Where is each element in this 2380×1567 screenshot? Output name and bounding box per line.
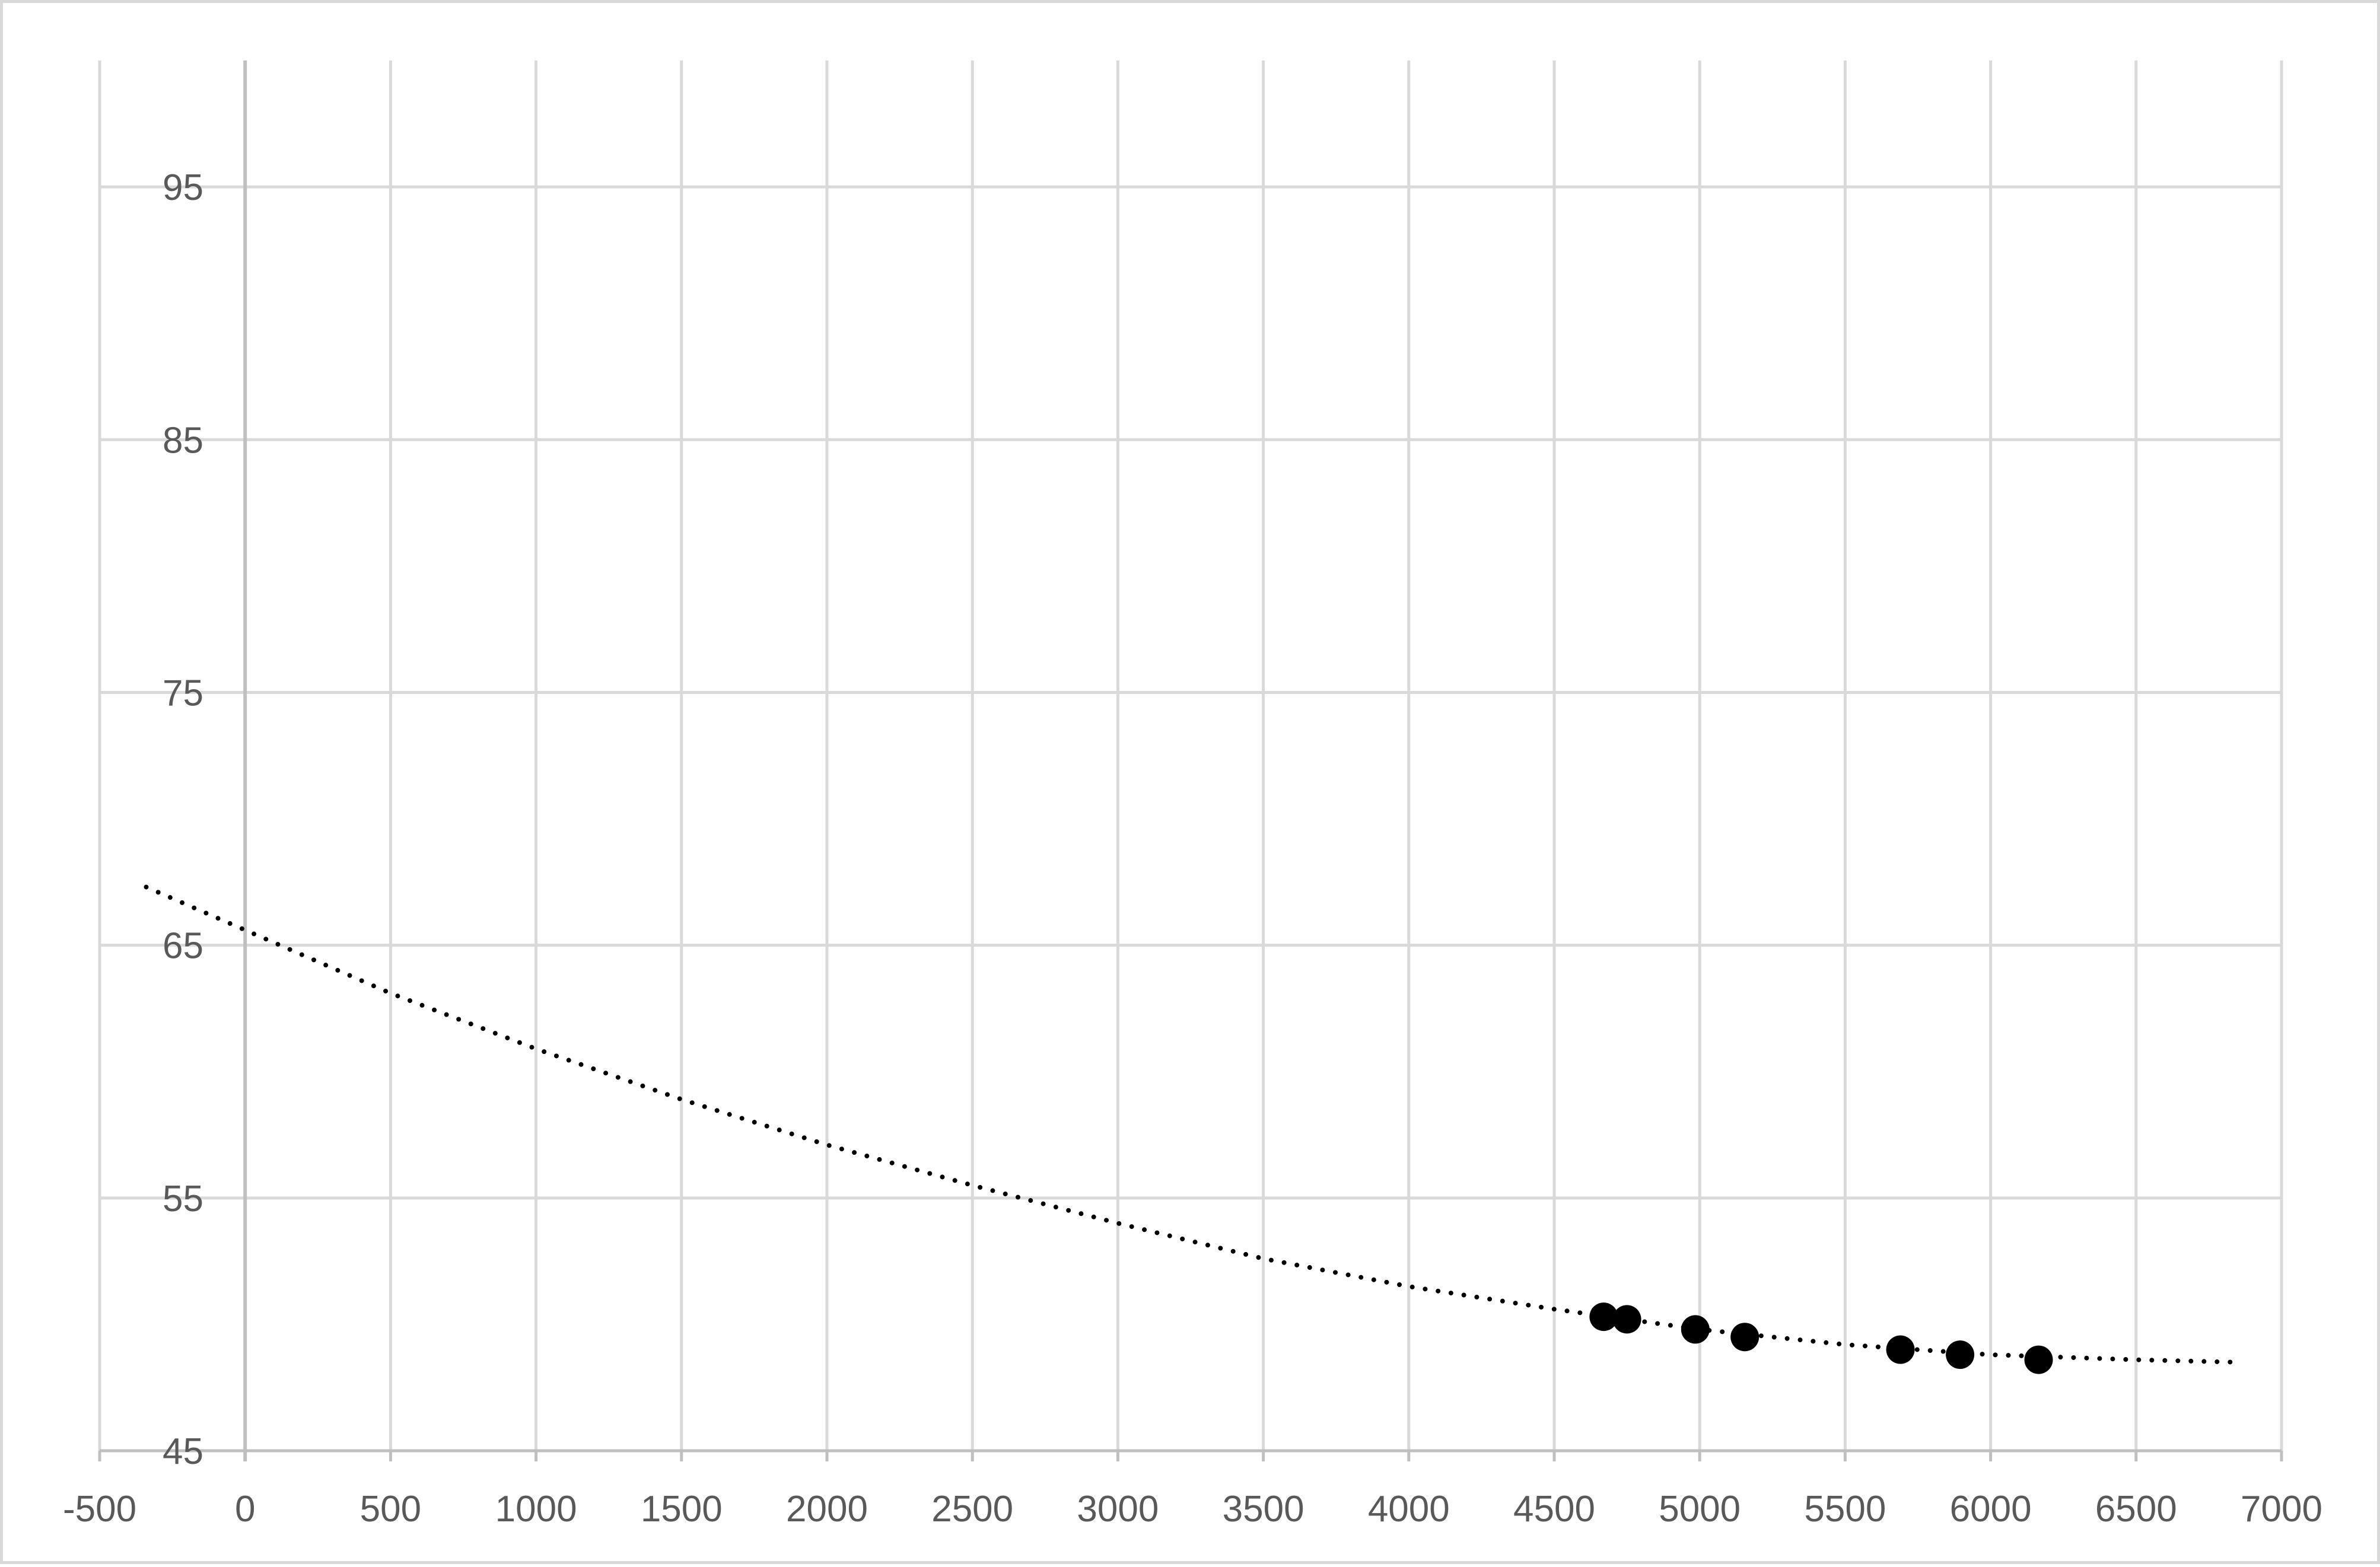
y-axis-tick-labels: 45 55 65 75 85 95: [163, 167, 203, 1472]
y-tick-label: 45: [163, 1431, 203, 1472]
data-point: [1886, 1335, 1915, 1364]
axes: [98, 60, 2283, 1461]
x-tick-label: 0: [235, 1489, 255, 1530]
x-tick-label: 1500: [641, 1489, 723, 1530]
x-tick-label: 4000: [1368, 1489, 1450, 1530]
y-tick-label: 95: [163, 167, 203, 208]
x-tick-label: 3500: [1223, 1489, 1304, 1530]
x-tick-label: 4500: [1513, 1489, 1595, 1530]
gridlines: [98, 60, 2283, 1451]
x-tick-label: 5000: [1659, 1489, 1741, 1530]
y-tick-label: 55: [163, 1179, 203, 1219]
x-tick-label: 1000: [495, 1489, 577, 1530]
x-tick-label: 2500: [931, 1489, 1013, 1530]
x-tick-label: 500: [360, 1489, 421, 1530]
x-tick-label: 3000: [1077, 1489, 1159, 1530]
x-tick-label: 6500: [2095, 1489, 2177, 1530]
y-tick-label: 75: [163, 673, 203, 714]
data-point: [1946, 1340, 1975, 1369]
data-points: [1589, 1302, 2053, 1374]
y-tick-label: 85: [163, 420, 203, 461]
x-tick-label: 2000: [786, 1489, 868, 1530]
data-point: [1612, 1305, 1641, 1334]
data-point: [1681, 1315, 1710, 1344]
x-tick-label: 7000: [2241, 1489, 2322, 1530]
scatter-chart: -500 0 500 1000 1500 2000 2500 3000 3500 4000 4500…: [63, 60, 2322, 1530]
x-axis-tick-labels: -500 0 500 1000 1500 2000 2500 3000 3500 4000 4500…: [63, 1489, 2322, 1530]
x-tick-label: 6000: [1950, 1489, 2032, 1530]
x-tick-label: -500: [63, 1489, 136, 1530]
data-point: [1730, 1323, 1759, 1352]
x-tick-label: 5500: [1804, 1489, 1886, 1530]
data-point: [2024, 1345, 2053, 1374]
trendline-path: [144, 884, 2241, 1365]
trendline: [144, 884, 2241, 1365]
data-point: [1589, 1302, 1618, 1332]
y-tick-label: 65: [163, 926, 203, 967]
